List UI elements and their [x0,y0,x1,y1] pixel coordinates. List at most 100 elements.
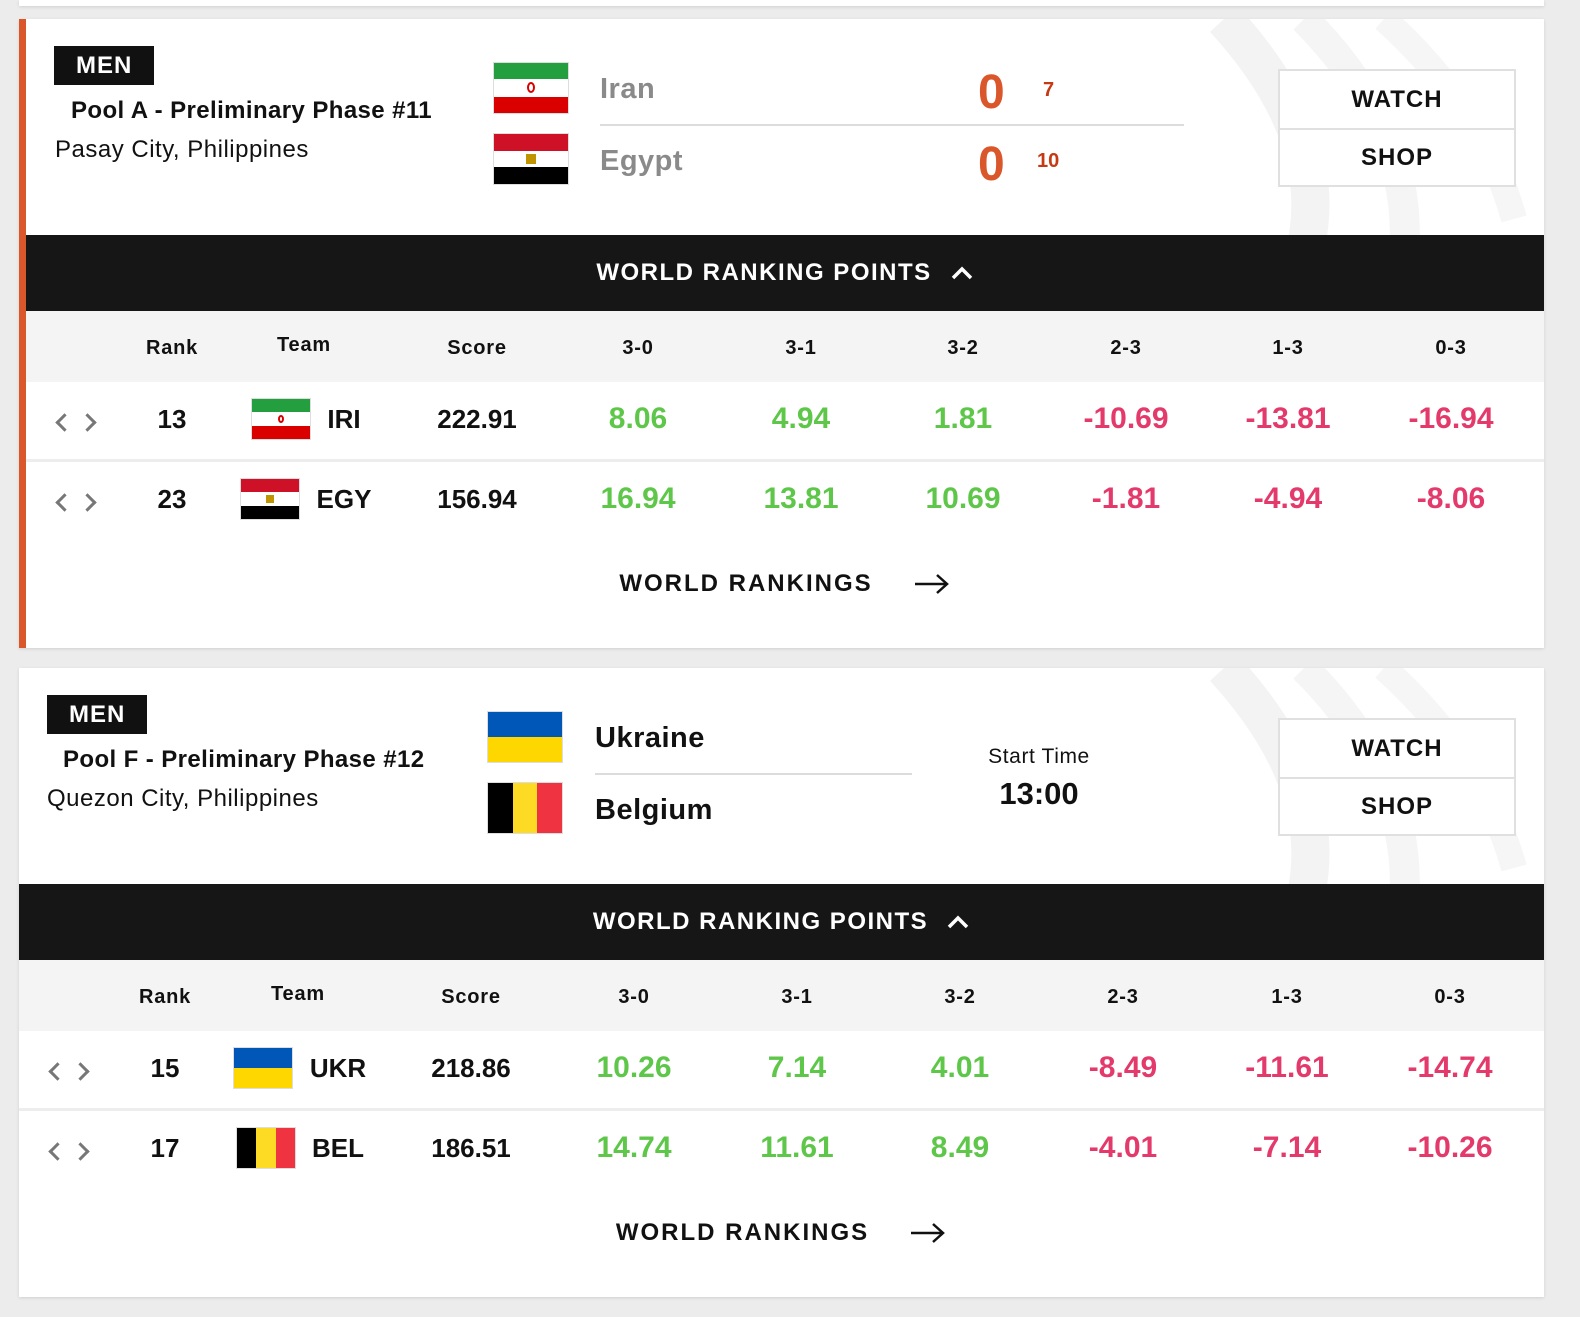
header-3-1: 3-1 [781,986,813,1008]
table-row: 15 UKR 218.86 10.26 7.14 4.01 -8.49 -11.… [19,1031,1544,1111]
match-card: MEN Pool A - Preliminary Phase #11 Pasay… [19,19,1544,648]
points-3-0: 10.26 [596,1051,672,1084]
belgium-flag-icon [237,1128,295,1168]
match-city: Quezon City, Philippines [47,785,319,812]
world-ranking-points-toggle[interactable]: WORLD RANKING POINTS [26,235,1544,311]
points-3-0: 14.74 [596,1131,672,1164]
watch-button[interactable]: WATCH [1280,71,1514,128]
iran-flag-icon [252,399,310,439]
code-toggle-icon[interactable] [48,1137,95,1165]
points-3-0: 16.94 [600,482,676,515]
points-1-3: -4.94 [1253,482,1323,515]
team-score: 218.86 [431,1053,511,1083]
header-0-3: 0-3 [1434,986,1466,1008]
watch-button[interactable]: WATCH [1280,720,1514,777]
points-3-2: 4.01 [930,1051,990,1084]
header-3-2: 3-2 [947,337,979,359]
team-name-home: Iran [600,73,656,105]
team-code: BEL [312,1133,364,1163]
points-3-2: 1.81 [933,402,993,435]
match-header: MEN Pool A - Preliminary Phase #11 Pasay… [26,19,1544,235]
header-rank: Rank [145,337,199,359]
header-2-3: 2-3 [1107,986,1139,1008]
header-score: Score [447,337,507,359]
ukraine-flag-icon [488,712,562,762]
team-rank: 23 [157,484,187,514]
table-row: 17 BEL 186.51 14.74 11.61 8.49 -4.01 -7.… [19,1111,1544,1191]
table-row: 23 EGY 156.94 16.94 13.81 10.69 -1.81 -4… [26,462,1544,542]
gender-badge: MEN [47,695,148,734]
match-phase: Pool F - Preliminary Phase #12 [63,746,425,773]
ranking-table-header: Rank Team Score 3-0 3-1 3-2 2-3 1-3 0-3 [19,960,1544,1031]
world-rankings-link[interactable]: WORLD RANKINGS [26,542,1544,626]
team-code: IRI [327,404,361,434]
team-score: 222.91 [437,404,517,434]
ranking-table: Rank Team Score 3-0 3-1 3-2 2-3 1-3 0-3 … [19,960,1544,1191]
points-2-3: -4.01 [1088,1131,1158,1164]
away-set-score: 10 [1037,150,1060,172]
header-2-3: 2-3 [1110,337,1142,359]
arrow-right-icon [914,574,949,594]
header-3-0: 3-0 [622,337,654,359]
points-3-0: 8.06 [608,402,668,435]
ranking-table-header: Rank Team Score 3-0 3-1 3-2 2-3 1-3 0-3 [26,311,1544,382]
world-ranking-points-toggle[interactable]: WORLD RANKING POINTS [19,884,1544,960]
team-name-away: Egypt [600,145,684,177]
match-city: Pasay City, Philippines [55,136,309,163]
header-3-0: 3-0 [618,986,650,1008]
team-divider [600,124,1184,126]
points-3-2: 8.49 [930,1131,990,1164]
team-code: EGY [316,484,372,514]
action-buttons: WATCH SHOP [1278,69,1516,187]
match-card: MEN Pool F - Preliminary Phase #12 Quezo… [19,668,1544,1297]
gender-badge: MEN [54,46,155,85]
start-time-value: 13:00 [999,776,1079,811]
header-1-3: 1-3 [1271,986,1303,1008]
points-3-1: 7.14 [767,1051,827,1084]
chevron-up-icon [951,266,972,280]
team-rank: 15 [150,1053,180,1083]
points-1-3: -13.81 [1245,402,1331,435]
points-0-3: -16.94 [1408,402,1494,435]
world-ranking-points-label: WORLD RANKING POINTS [592,908,929,935]
shop-button[interactable]: SHOP [1280,128,1514,185]
world-rankings-label: WORLD RANKINGS [615,1219,870,1246]
code-toggle-icon[interactable] [48,1057,95,1085]
points-3-1: 11.61 [760,1131,834,1164]
header-team: Team [277,334,331,356]
shop-button[interactable]: SHOP [1280,777,1514,834]
code-toggle-icon[interactable] [55,488,102,516]
points-3-2: 10.69 [925,482,1001,515]
points-3-1: 13.81 [763,482,839,515]
header-score: Score [441,986,501,1008]
team-divider [595,773,912,775]
team-rank: 17 [150,1133,180,1163]
ranking-table: Rank Team Score 3-0 3-1 3-2 2-3 1-3 0-3 … [26,311,1544,542]
team-score: 186.51 [431,1133,511,1163]
header-3-2: 3-2 [944,986,976,1008]
team-rank: 13 [157,404,187,434]
header-3-1: 3-1 [785,337,817,359]
chevron-up-icon [947,915,969,929]
action-buttons: WATCH SHOP [1278,718,1516,836]
points-0-3: -14.74 [1407,1051,1493,1084]
table-row: 13 IRI 222.91 8.06 4.94 1.81 -10.69 -13.… [26,382,1544,462]
code-toggle-icon[interactable] [55,408,102,436]
world-rankings-link[interactable]: WORLD RANKINGS [19,1191,1544,1275]
ukraine-flag-icon [234,1048,292,1088]
start-time-label: Start Time [988,745,1090,768]
home-match-score: 0 [978,66,1005,119]
match-header: MEN Pool F - Preliminary Phase #12 Quezo… [19,668,1544,884]
header-rank: Rank [138,986,192,1008]
team-score: 156.94 [437,484,517,514]
header-team: Team [271,983,325,1005]
points-1-3: -7.14 [1252,1131,1322,1164]
egypt-flag-icon [494,134,568,184]
world-ranking-points-label: WORLD RANKING POINTS [596,259,932,286]
points-2-3: -1.81 [1091,482,1161,515]
team-name-away: Belgium [595,794,713,826]
points-3-1: 4.94 [771,402,831,435]
match-phase: Pool A - Preliminary Phase #11 [71,97,433,124]
belgium-flag-icon [488,783,562,833]
